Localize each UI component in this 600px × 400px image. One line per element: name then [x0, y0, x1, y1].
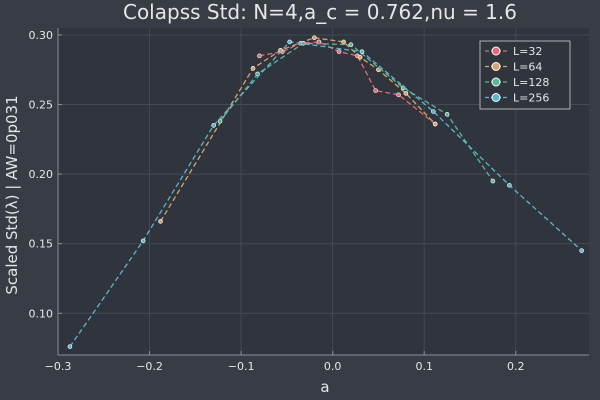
legend-marker-l128: [491, 77, 501, 87]
legend-label-l64: L=64: [513, 61, 542, 74]
data-point-l128: [490, 178, 496, 184]
data-point-l32: [396, 92, 401, 98]
x-tick-label: −0.1: [228, 360, 255, 373]
data-point-l32: [336, 49, 342, 54]
data-point-l64: [432, 121, 438, 127]
x-tick-label: −0.2: [136, 360, 163, 373]
legend-label-l256: L=256: [513, 92, 549, 105]
data-point-l128: [348, 42, 354, 47]
y-tick-label: 0.10: [29, 307, 54, 320]
y-tick-label: 0.20: [29, 168, 54, 181]
data-point-l64: [312, 35, 317, 41]
series-group: [67, 35, 584, 349]
x-tick-label: 0.2: [507, 360, 525, 373]
series-line-l64: [159, 37, 436, 222]
legend-label-l32: L=32: [513, 45, 542, 58]
data-point-l64: [250, 66, 256, 71]
data-point-l256: [211, 123, 216, 128]
x-tick-label: −0.3: [45, 360, 72, 373]
legend-label-l128: L=128: [513, 76, 549, 89]
legend: L=32 L=64 L=128 L=256: [479, 40, 571, 110]
x-axis-label: a: [320, 378, 329, 396]
data-point-l64: [357, 54, 363, 60]
x-tick-label: 0.0: [324, 360, 342, 373]
data-point-l256: [67, 344, 73, 349]
y-tick-label: 0.25: [29, 99, 54, 112]
data-point-l256: [140, 238, 146, 244]
y-tick-label: 0.15: [29, 238, 54, 251]
data-point-l32: [373, 88, 378, 93]
y-tick-label: 0.30: [29, 29, 54, 42]
data-point-l256: [359, 49, 365, 54]
legend-marker-l32: [491, 46, 501, 56]
legend-marker-l256: [491, 93, 501, 102]
tick-labels: −0.3 −0.2 −0.1 0.0 0.1 0.2 0.10 0.15 0.20 0.25 0.3…: [29, 29, 525, 373]
axes: [57, 28, 589, 356]
chart-title: Colapss Std: N=4,a_c = 0.762,nu = 1.6: [123, 0, 517, 24]
data-point-l256: [579, 248, 584, 253]
data-point-l256: [287, 39, 292, 45]
series-l128: [217, 41, 496, 184]
data-point-l256: [431, 109, 436, 114]
data-point-l128: [217, 118, 223, 124]
x-tick-label: 0.1: [415, 360, 433, 373]
data-point-l32: [257, 53, 262, 59]
y-axis-label: Scaled Std(λ) | AW=0p031: [3, 95, 21, 294]
data-point-l64: [403, 91, 409, 96]
data-point-l64: [341, 39, 346, 45]
data-point-l128: [444, 111, 450, 117]
data-point-l64: [158, 219, 163, 224]
series-l256: [67, 39, 584, 349]
data-point-l256: [507, 182, 512, 188]
legend-marker-l64: [491, 62, 501, 71]
